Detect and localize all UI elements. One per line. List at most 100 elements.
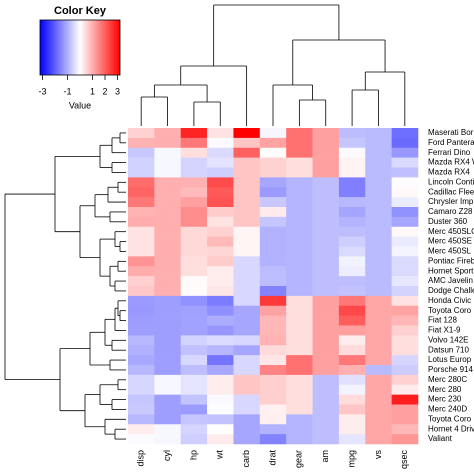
heat-cell (207, 315, 234, 326)
heat-cell (207, 276, 234, 287)
heat-cell (286, 256, 313, 267)
heat-cell (128, 276, 155, 287)
heat-cell (365, 167, 392, 178)
row-label: Porsche 914 (428, 365, 473, 374)
heat-cell (286, 414, 313, 425)
heat-cell (391, 404, 419, 415)
heat-cell (312, 404, 340, 415)
heat-cell (259, 197, 287, 208)
heat-cell (338, 216, 366, 228)
heat-cell (365, 157, 392, 168)
heat-cell (180, 404, 208, 415)
heat-cell (259, 365, 287, 376)
heat-cell (154, 197, 182, 208)
column-label: hp (188, 450, 198, 460)
heat-cell (286, 384, 313, 395)
column-label: qsec (399, 450, 409, 470)
row-label: Merc 450SLC (428, 227, 474, 236)
column-label: carb (241, 450, 251, 468)
heat-cell (365, 207, 392, 218)
heat-cell (312, 414, 340, 425)
heat-cell (154, 424, 182, 435)
row-label: Datsun 710 (428, 345, 469, 354)
heat-cell (259, 157, 287, 168)
heat-cell (338, 374, 366, 386)
heat-cell (259, 394, 287, 405)
heat-cell (338, 355, 366, 366)
heat-cell (365, 276, 392, 287)
heat-cell (128, 295, 155, 307)
heat-cell (365, 404, 392, 415)
heat-cell (233, 187, 261, 198)
heat-cell (154, 157, 182, 168)
heat-cell (180, 345, 208, 356)
heat-cell (180, 434, 208, 445)
heat-cell (365, 256, 392, 267)
heat-cell (391, 335, 419, 346)
heat-cell (286, 226, 313, 237)
heat-cell (128, 157, 155, 168)
heat-cell (391, 424, 419, 435)
row-label: Maserati Bor (428, 128, 474, 137)
heat-cell (391, 128, 419, 139)
row-label: Valiant (428, 434, 453, 443)
heat-cell (207, 167, 234, 178)
heat-cell (128, 187, 155, 198)
heat-cell (365, 335, 392, 346)
heat-cell (286, 177, 313, 188)
heat-cell (154, 276, 182, 287)
heat-cell (154, 226, 182, 237)
heat-cell (128, 335, 155, 346)
heat-cell (207, 295, 234, 307)
heat-cell (365, 434, 392, 445)
heat-cell (259, 216, 287, 228)
heat-cell (233, 355, 261, 366)
heat-cell (338, 434, 366, 445)
heat-cell (128, 207, 155, 218)
heat-cell (286, 167, 313, 178)
heat-cell (391, 137, 419, 149)
heat-cell (207, 207, 234, 218)
heat-cell (259, 325, 287, 336)
row-label: Toyota Coro (428, 306, 472, 315)
key-tick-label: -1 (63, 86, 71, 96)
row-label: Merc 280 (428, 385, 462, 394)
heat-cell (128, 394, 155, 405)
heat-cell (391, 147, 419, 158)
heat-cell (233, 335, 261, 346)
heat-cell (128, 197, 155, 208)
heat-cell (233, 256, 261, 267)
heat-cell (286, 207, 313, 218)
heat-cell (207, 128, 234, 139)
heat-cell (312, 167, 340, 178)
row-label: Merc 230 (428, 395, 462, 404)
heat-cell (154, 414, 182, 425)
heat-cell (338, 128, 366, 139)
heat-cell (312, 325, 340, 336)
heat-cell (338, 147, 366, 158)
heat-cell (365, 384, 392, 395)
heat-cell (128, 266, 155, 277)
heat-cell (365, 374, 392, 386)
heat-cell (128, 374, 155, 386)
heat-cell (312, 335, 340, 346)
heat-cell (128, 236, 155, 247)
column-label: disp (136, 450, 146, 467)
row-label: Ford Pantera (428, 138, 474, 147)
heat-cell (259, 226, 287, 237)
heat-cell (391, 394, 419, 405)
heat-cell (338, 365, 366, 376)
heat-cell (154, 355, 182, 366)
heat-cell (233, 226, 261, 237)
heat-cell (312, 246, 340, 257)
heat-cell (180, 147, 208, 158)
heat-cell (154, 384, 182, 395)
heat-cell (233, 128, 261, 139)
heat-cell (312, 315, 340, 326)
heat-cell (233, 394, 261, 405)
heat-cell (154, 147, 182, 158)
heat-cell (154, 295, 182, 307)
heat-cell (128, 384, 155, 395)
heat-cell (128, 256, 155, 267)
heat-cell (338, 286, 366, 297)
